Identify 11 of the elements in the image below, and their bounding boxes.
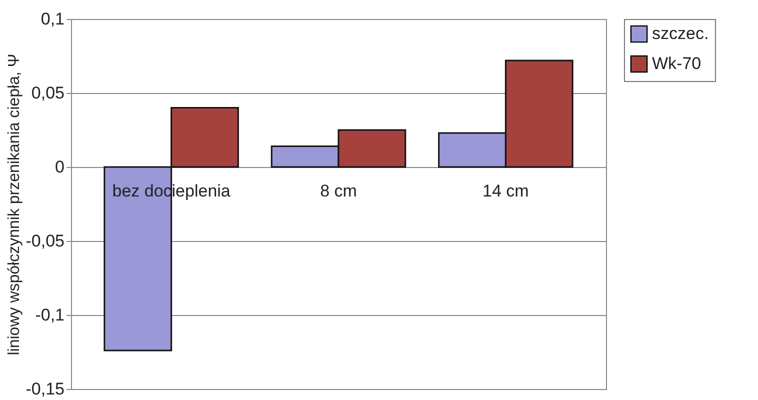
y-tick-label: 0,1 [40, 10, 64, 28]
y-tick-label: -0,1 [35, 306, 64, 324]
legend-label: Wk-70 [652, 54, 702, 73]
x-tick-label: 14 cm [482, 182, 529, 200]
y-tick-label: 0,05 [31, 84, 64, 102]
y-tick-label: -0,05 [26, 232, 64, 250]
x-tick-label: 8 cm [320, 182, 357, 200]
legend-label: szczec. [652, 24, 709, 43]
y-axis-title: liniowy współczynnik przenikania ciepła, Ψ [6, 54, 23, 356]
y-tick-label: -0,15 [26, 380, 64, 398]
y-tick-label: 0 [55, 158, 64, 176]
